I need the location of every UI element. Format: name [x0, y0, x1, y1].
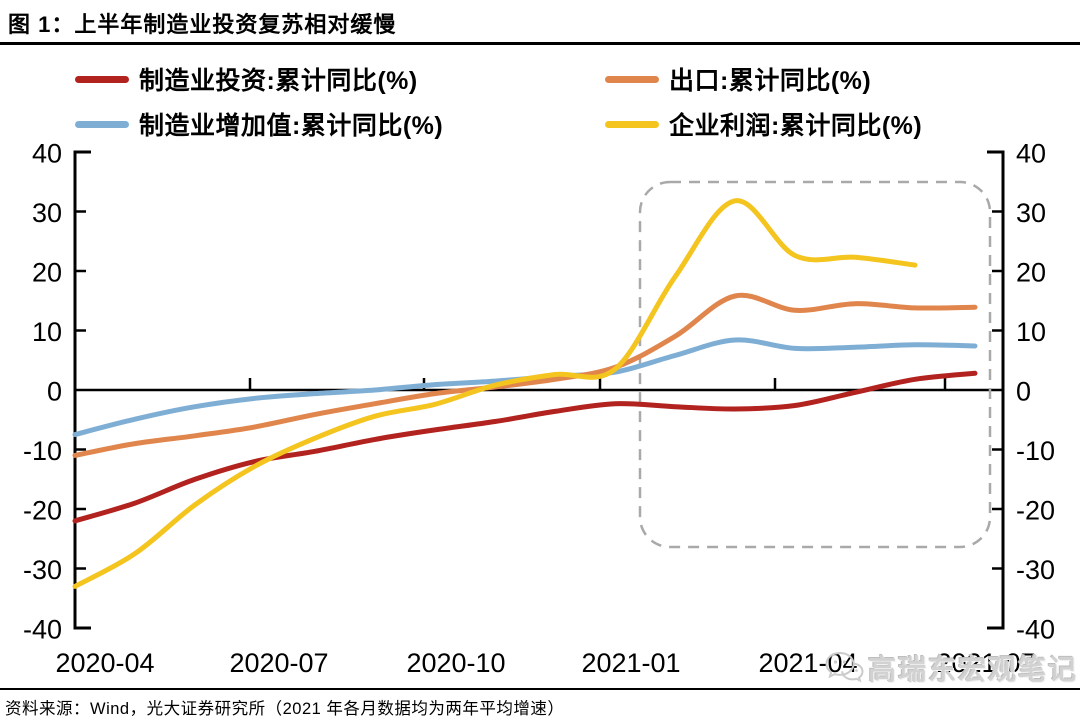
- x-axis-tick-label: 2020-10: [406, 648, 505, 678]
- legend-item-label: 制造业投资:累计同比(%): [139, 67, 418, 95]
- legend-swatch-value-added: [75, 120, 129, 128]
- series-export-line: [72, 292, 978, 458]
- y-axis-tick-label: -30: [23, 555, 62, 585]
- title-underline: [0, 42, 1080, 45]
- legend-item-label: 企业利润:累计同比(%): [669, 112, 923, 140]
- legend-item-profit: 企业利润:累计同比(%): [605, 109, 1005, 140]
- x-axis-tick-label: 2021-04: [758, 648, 857, 678]
- legend-swatch-investment: [75, 75, 129, 83]
- legend-item-investment: 制造业投资:累计同比(%): [75, 64, 605, 95]
- y-axis-tick-label: 10: [1016, 317, 1046, 347]
- legend-swatch-profit: [605, 120, 659, 128]
- y-axis-tick-label: 30: [32, 198, 62, 228]
- y-axis-tick-label: -10: [23, 436, 62, 466]
- source-note: 资料来源：Wind，光大证券研究所（2021 年各月数据均为两年平均增速）: [5, 700, 565, 718]
- legend-item-label: 出口:累计同比(%): [669, 67, 872, 95]
- x-axis-tick-label: 2021-07: [936, 648, 1035, 678]
- y-axis-tick-label: 0: [47, 376, 62, 406]
- series-value_added-line: [72, 337, 978, 438]
- x-axis-tick-label: 2020-07: [229, 648, 328, 678]
- y-axis-tick-label: 10: [32, 317, 62, 347]
- figure-title: 图 1：上半年制造业投资复苏相对缓慢: [8, 12, 397, 37]
- legend-item-label: 制造业增加值:累计同比(%): [139, 112, 444, 140]
- legend-swatch-export: [605, 75, 659, 83]
- y-axis-tick-label: -10: [1016, 436, 1055, 466]
- y-axis-tick-label: -40: [1016, 614, 1055, 644]
- legend: 制造业投资:累计同比(%) 出口:累计同比(%) 制造业增加值:累计同比(%) …: [75, 64, 1005, 140]
- y-axis-tick-label: -20: [23, 495, 62, 525]
- y-axis-tick-label: -20: [1016, 495, 1055, 525]
- y-axis-tick-label: 40: [1016, 138, 1046, 168]
- highlight-dashed-box: [638, 180, 992, 549]
- y-axis-tick-label: 30: [1016, 198, 1046, 228]
- x-axis-tick-label: 2020-04: [55, 648, 154, 678]
- x-axis-tick-label: 2021-01: [581, 648, 680, 678]
- y-axis-tick-label: 20: [32, 257, 62, 287]
- y-axis-tick-label: -30: [1016, 555, 1055, 585]
- y-axis-tick-label: -40: [23, 614, 62, 644]
- legend-item-value-added: 制造业增加值:累计同比(%): [75, 109, 605, 140]
- divider-line: [0, 688, 1080, 690]
- legend-item-export: 出口:累计同比(%): [605, 64, 1005, 95]
- series-investment-line: [72, 370, 978, 524]
- y-axis-tick-label: 20: [1016, 257, 1046, 287]
- y-axis-tick-label: 0: [1016, 376, 1031, 406]
- y-axis-tick-label: 40: [32, 138, 62, 168]
- series-profit-line: [72, 198, 918, 589]
